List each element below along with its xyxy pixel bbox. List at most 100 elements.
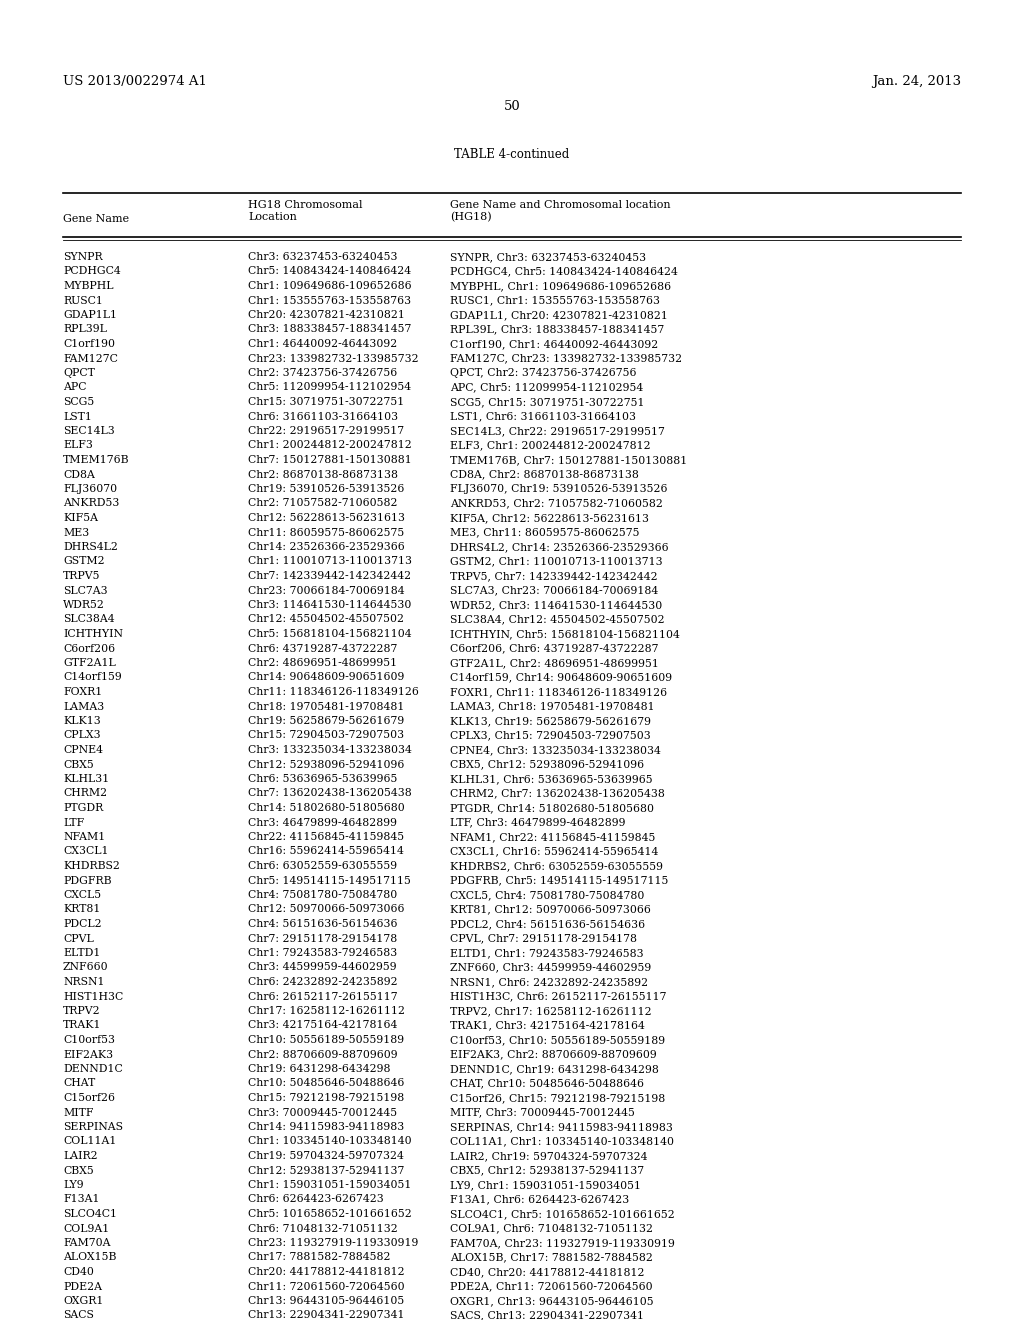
Text: TMEM176B: TMEM176B: [63, 455, 129, 465]
Text: PDGFRB, Chr5: 149514115-149517115: PDGFRB, Chr5: 149514115-149517115: [450, 875, 669, 886]
Text: FAM127C, Chr23: 133982732-133985732: FAM127C, Chr23: 133982732-133985732: [450, 354, 682, 363]
Text: SERPINAS, Chr14: 94115983-94118983: SERPINAS, Chr14: 94115983-94118983: [450, 1122, 673, 1133]
Text: RPL39L: RPL39L: [63, 325, 106, 334]
Text: DENND1C, Chr19: 6431298-6434298: DENND1C, Chr19: 6431298-6434298: [450, 1064, 658, 1074]
Text: PDE2A: PDE2A: [63, 1282, 102, 1291]
Text: PDCL2: PDCL2: [63, 919, 101, 929]
Text: Chr17: 7881582-7884582: Chr17: 7881582-7884582: [248, 1253, 390, 1262]
Text: MITF: MITF: [63, 1107, 93, 1118]
Text: Chr14: 23526366-23529366: Chr14: 23526366-23529366: [248, 543, 404, 552]
Text: TRPV2: TRPV2: [63, 1006, 100, 1016]
Text: Chr5: 112099954-112102954: Chr5: 112099954-112102954: [248, 383, 411, 392]
Text: C14orf159: C14orf159: [63, 672, 122, 682]
Text: MYBPHL, Chr1: 109649686-109652686: MYBPHL, Chr1: 109649686-109652686: [450, 281, 671, 290]
Text: Chr14: 51802680-51805680: Chr14: 51802680-51805680: [248, 803, 404, 813]
Text: Jan. 24, 2013: Jan. 24, 2013: [871, 75, 961, 88]
Text: GDAP1L1, Chr20: 42307821-42310821: GDAP1L1, Chr20: 42307821-42310821: [450, 310, 668, 319]
Text: SACS: SACS: [63, 1311, 94, 1320]
Text: KIF5A: KIF5A: [63, 513, 98, 523]
Text: SCG5, Chr15: 30719751-30722751: SCG5, Chr15: 30719751-30722751: [450, 397, 644, 407]
Text: Chr4: 75081780-75084780: Chr4: 75081780-75084780: [248, 890, 397, 900]
Text: Chr22: 41156845-41159845: Chr22: 41156845-41159845: [248, 832, 404, 842]
Text: Chr13: 22904341-22907341: Chr13: 22904341-22907341: [248, 1311, 404, 1320]
Text: COL9A1: COL9A1: [63, 1224, 110, 1233]
Text: Chr6: 26152117-26155117: Chr6: 26152117-26155117: [248, 991, 397, 1002]
Text: Chr6: 43719287-43722287: Chr6: 43719287-43722287: [248, 644, 397, 653]
Text: TABLE 4-continued: TABLE 4-continued: [455, 148, 569, 161]
Text: LST1, Chr6: 31661103-31664103: LST1, Chr6: 31661103-31664103: [450, 412, 636, 421]
Text: Chr1: 103345140-103348140: Chr1: 103345140-103348140: [248, 1137, 412, 1147]
Text: Gene Name and Chromosomal location: Gene Name and Chromosomal location: [450, 201, 671, 210]
Text: Gene Name: Gene Name: [63, 214, 129, 224]
Text: Chr18: 19705481-19708481: Chr18: 19705481-19708481: [248, 701, 404, 711]
Text: KRT81: KRT81: [63, 904, 100, 915]
Text: SLC38A4: SLC38A4: [63, 615, 115, 624]
Text: PCDHGC4: PCDHGC4: [63, 267, 121, 276]
Text: Chr10: 50556189-50559189: Chr10: 50556189-50559189: [248, 1035, 404, 1045]
Text: ELTD1: ELTD1: [63, 948, 100, 958]
Text: LTF, Chr3: 46479899-46482899: LTF, Chr3: 46479899-46482899: [450, 817, 626, 828]
Text: Chr2: 48696951-48699951: Chr2: 48696951-48699951: [248, 657, 397, 668]
Text: SLC7A3, Chr23: 70066184-70069184: SLC7A3, Chr23: 70066184-70069184: [450, 586, 658, 595]
Text: Chr7: 136202438-136205438: Chr7: 136202438-136205438: [248, 788, 412, 799]
Text: Chr3: 114641530-114644530: Chr3: 114641530-114644530: [248, 601, 412, 610]
Text: CHAT: CHAT: [63, 1078, 95, 1089]
Text: Chr23: 70066184-70069184: Chr23: 70066184-70069184: [248, 586, 404, 595]
Text: Chr5: 156818104-156821104: Chr5: 156818104-156821104: [248, 630, 412, 639]
Text: ALOX15B: ALOX15B: [63, 1253, 117, 1262]
Text: C10orf53, Chr10: 50556189-50559189: C10orf53, Chr10: 50556189-50559189: [450, 1035, 666, 1045]
Text: (HG18): (HG18): [450, 213, 492, 222]
Text: ELF3: ELF3: [63, 441, 93, 450]
Text: Chr12: 56228613-56231613: Chr12: 56228613-56231613: [248, 513, 406, 523]
Text: WDR52: WDR52: [63, 601, 104, 610]
Text: PTGDR: PTGDR: [63, 803, 103, 813]
Text: PCDHGC4, Chr5: 140843424-140846424: PCDHGC4, Chr5: 140843424-140846424: [450, 267, 678, 276]
Text: CD8A, Chr2: 86870138-86873138: CD8A, Chr2: 86870138-86873138: [450, 470, 639, 479]
Text: KHDRBS2, Chr6: 63052559-63055559: KHDRBS2, Chr6: 63052559-63055559: [450, 861, 663, 871]
Text: COL9A1, Chr6: 71048132-71051132: COL9A1, Chr6: 71048132-71051132: [450, 1224, 653, 1233]
Text: Chr6: 63052559-63055559: Chr6: 63052559-63055559: [248, 861, 397, 871]
Text: DHRS4L2: DHRS4L2: [63, 543, 118, 552]
Text: CXCL5, Chr4: 75081780-75084780: CXCL5, Chr4: 75081780-75084780: [450, 890, 644, 900]
Text: Chr1: 200244812-200247812: Chr1: 200244812-200247812: [248, 441, 412, 450]
Text: CBX5, Chr12: 52938137-52941137: CBX5, Chr12: 52938137-52941137: [450, 1166, 644, 1176]
Text: CBX5: CBX5: [63, 1166, 94, 1176]
Text: Chr5: 140843424-140846424: Chr5: 140843424-140846424: [248, 267, 411, 276]
Text: CD40, Chr20: 44178812-44181812: CD40, Chr20: 44178812-44181812: [450, 1267, 644, 1276]
Text: CPVL: CPVL: [63, 933, 94, 944]
Text: Chr7: 29151178-29154178: Chr7: 29151178-29154178: [248, 933, 397, 944]
Text: Chr3: 46479899-46482899: Chr3: 46479899-46482899: [248, 817, 397, 828]
Text: Chr14: 90648609-90651609: Chr14: 90648609-90651609: [248, 672, 404, 682]
Text: Chr10: 50485646-50488646: Chr10: 50485646-50488646: [248, 1078, 404, 1089]
Text: F13A1, Chr6: 6264423-6267423: F13A1, Chr6: 6264423-6267423: [450, 1195, 630, 1204]
Text: SEC14L3, Chr22: 29196517-29199517: SEC14L3, Chr22: 29196517-29199517: [450, 426, 665, 436]
Text: KLK13, Chr19: 56258679-56261679: KLK13, Chr19: 56258679-56261679: [450, 715, 651, 726]
Text: US 2013/0022974 A1: US 2013/0022974 A1: [63, 75, 207, 88]
Text: PTGDR, Chr14: 51802680-51805680: PTGDR, Chr14: 51802680-51805680: [450, 803, 654, 813]
Text: C14orf159, Chr14: 90648609-90651609: C14orf159, Chr14: 90648609-90651609: [450, 672, 672, 682]
Text: ANKRD53, Chr2: 71057582-71060582: ANKRD53, Chr2: 71057582-71060582: [450, 499, 663, 508]
Text: EIF2AK3: EIF2AK3: [63, 1049, 113, 1060]
Text: TMEM176B, Chr7: 150127881-150130881: TMEM176B, Chr7: 150127881-150130881: [450, 455, 687, 465]
Text: Chr12: 52938137-52941137: Chr12: 52938137-52941137: [248, 1166, 404, 1176]
Text: Chr23: 119327919-119330919: Chr23: 119327919-119330919: [248, 1238, 419, 1247]
Text: KLK13: KLK13: [63, 715, 100, 726]
Text: CHRM2: CHRM2: [63, 788, 108, 799]
Text: ELF3, Chr1: 200244812-200247812: ELF3, Chr1: 200244812-200247812: [450, 441, 650, 450]
Text: Chr5: 101658652-101661652: Chr5: 101658652-101661652: [248, 1209, 412, 1218]
Text: SERPINAS: SERPINAS: [63, 1122, 123, 1133]
Text: Chr19: 53910526-53913526: Chr19: 53910526-53913526: [248, 484, 404, 494]
Text: TRPV5: TRPV5: [63, 572, 100, 581]
Text: FLJ36070, Chr19: 53910526-53913526: FLJ36070, Chr19: 53910526-53913526: [450, 484, 668, 494]
Text: CBX5, Chr12: 52938096-52941096: CBX5, Chr12: 52938096-52941096: [450, 759, 644, 770]
Text: LAIR2: LAIR2: [63, 1151, 97, 1162]
Text: APC, Chr5: 112099954-112102954: APC, Chr5: 112099954-112102954: [450, 383, 643, 392]
Text: PDGFRB: PDGFRB: [63, 875, 112, 886]
Text: Chr4: 56151636-56154636: Chr4: 56151636-56154636: [248, 919, 397, 929]
Text: Chr19: 59704324-59707324: Chr19: 59704324-59707324: [248, 1151, 403, 1162]
Text: C15orf26: C15orf26: [63, 1093, 115, 1104]
Text: Chr15: 72904503-72907503: Chr15: 72904503-72907503: [248, 730, 404, 741]
Text: FAM70A: FAM70A: [63, 1238, 111, 1247]
Text: KLHL31, Chr6: 53636965-53639965: KLHL31, Chr6: 53636965-53639965: [450, 774, 652, 784]
Text: Chr1: 159031051-159034051: Chr1: 159031051-159034051: [248, 1180, 412, 1191]
